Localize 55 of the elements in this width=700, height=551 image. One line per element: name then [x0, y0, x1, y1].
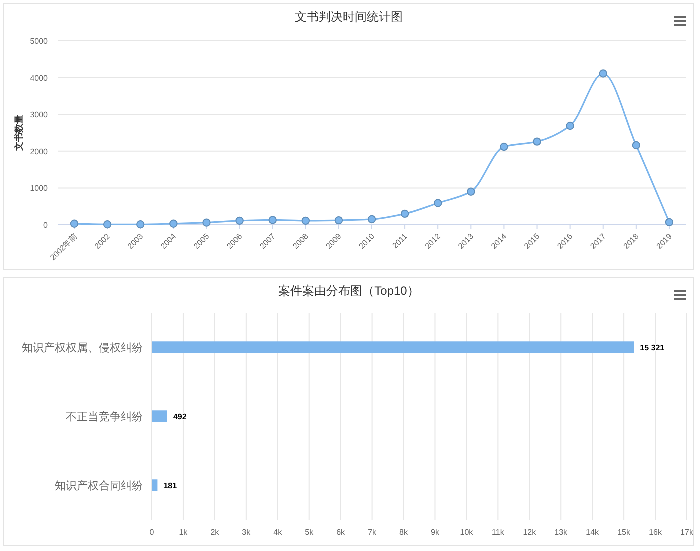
bar	[152, 342, 634, 354]
x-tick-label: 7k	[368, 528, 378, 537]
x-tick-label: 8k	[400, 528, 409, 537]
chart-title: 文书判决时间统计图	[295, 10, 403, 24]
point	[334, 216, 344, 225]
bar	[152, 410, 168, 422]
point	[236, 216, 244, 226]
chart-title: 案件案由分布图（Top10）	[278, 284, 420, 298]
point	[400, 210, 410, 218]
x-tick-label: 11k	[492, 528, 506, 537]
x-tick-label: 1k	[179, 528, 189, 537]
point	[268, 216, 277, 224]
point	[434, 199, 442, 208]
point	[632, 141, 641, 150]
x-tick-label: 9k	[431, 528, 440, 537]
y-tick-label: 5000	[30, 37, 49, 46]
x-tick-label: 10k	[460, 528, 474, 537]
x-tick-label: 14k	[586, 528, 600, 537]
bar	[152, 480, 158, 492]
point	[70, 220, 79, 228]
y-tick-label: 知识产权权属、侵权纠纷	[22, 342, 143, 354]
x-tick-label: 5k	[305, 528, 315, 537]
data-label: 15 321	[640, 344, 666, 352]
x-tick-label: 15k	[618, 528, 632, 537]
point	[136, 220, 145, 229]
x-tick-label: 13k	[554, 528, 569, 537]
x-tick-label: 12k	[523, 528, 538, 537]
x-tick-label: 3k	[242, 528, 252, 537]
data-label: 181	[164, 482, 178, 490]
point	[533, 138, 542, 146]
point	[599, 70, 608, 78]
point	[103, 220, 112, 229]
y-tick-label: 4000	[30, 74, 49, 83]
x-tick-label: 4k	[274, 528, 284, 537]
x-tick-label: 16k	[649, 528, 663, 537]
point	[500, 142, 508, 152]
y-tick-label: 0	[44, 221, 49, 230]
y-tick-label: 不正当竞争纠纷	[66, 410, 143, 424]
x-tick-label: 0	[150, 528, 155, 537]
y-tick-label: 3000	[30, 110, 49, 120]
point	[368, 215, 376, 224]
y-tick-label: 知识产权合同纠纷	[55, 480, 143, 492]
y-tick-label: 1000	[30, 184, 49, 194]
x-tick-label: 6k	[336, 528, 346, 537]
point	[302, 216, 310, 226]
data-label: 492	[173, 412, 188, 422]
y-tick-label: 2000	[30, 147, 49, 156]
x-tick-label: 17k	[680, 528, 694, 537]
point	[566, 122, 574, 130]
point	[170, 220, 178, 228]
point	[202, 218, 211, 227]
point	[665, 218, 674, 227]
y-axis-title: 文书数量	[14, 115, 24, 152]
x-tick-label: 2k	[210, 528, 220, 537]
point	[467, 188, 476, 196]
